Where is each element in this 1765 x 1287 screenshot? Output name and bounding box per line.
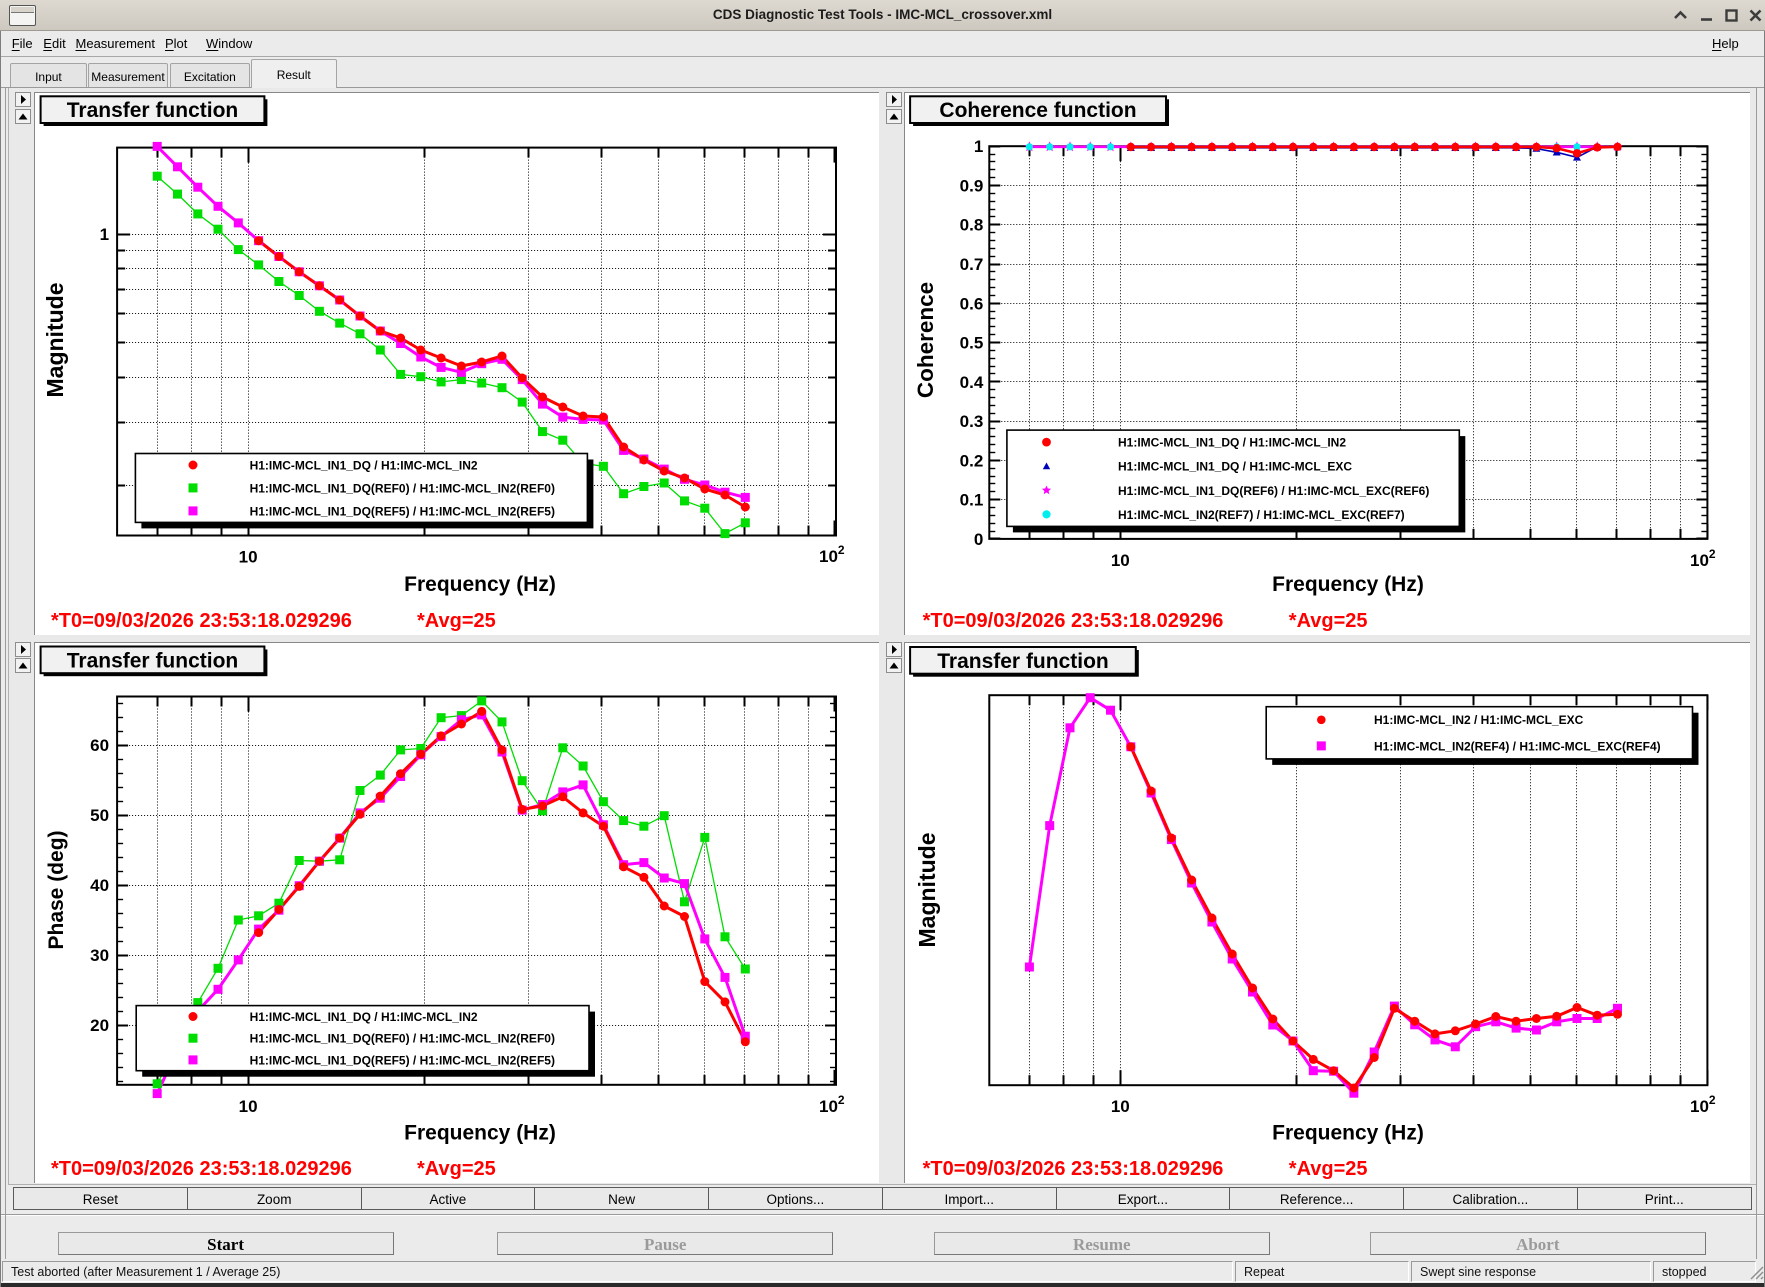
svg-text:Magnitude: Magnitude	[914, 833, 940, 948]
svg-text:102: 102	[819, 1093, 845, 1116]
svg-text:0.4: 0.4	[960, 373, 984, 392]
svg-text:0.9: 0.9	[960, 177, 984, 196]
svg-text:H1:IMC-MCL_IN2(REF7) / H1:IMC-: H1:IMC-MCL_IN2(REF7) / H1:IMC-MCL_EXC(RE…	[1118, 508, 1405, 522]
svg-text:10: 10	[1111, 1097, 1130, 1116]
svg-text:102: 102	[819, 543, 845, 566]
svg-text:*Avg=25: *Avg=25	[1289, 610, 1368, 632]
svg-text:Transfer function: Transfer function	[67, 649, 239, 672]
svg-text:102: 102	[1690, 1093, 1716, 1116]
svg-text:1: 1	[974, 137, 983, 156]
svg-text:H1:IMC-MCL_IN2 / H1:IMC-MCL_EX: H1:IMC-MCL_IN2 / H1:IMC-MCL_EXC	[1374, 713, 1584, 727]
svg-text:H1:IMC-MCL_IN1_DQ(REF0) / H1:I: H1:IMC-MCL_IN1_DQ(REF0) / H1:IMC-MCL_IN2…	[250, 1032, 555, 1046]
svg-text:H1:IMC-MCL_IN1_DQ / H1:IMC-MCL: H1:IMC-MCL_IN1_DQ / H1:IMC-MCL_IN2	[1118, 436, 1346, 450]
svg-text:0.3: 0.3	[960, 412, 984, 431]
svg-text:Frequency (Hz): Frequency (Hz)	[1272, 1122, 1424, 1145]
svg-text:*T0=09/03/2026 23:53:18.029296: *T0=09/03/2026 23:53:18.029296	[51, 610, 352, 632]
svg-text:H1:IMC-MCL_IN1_DQ(REF6) / H1:I: H1:IMC-MCL_IN1_DQ(REF6) / H1:IMC-MCL_EXC…	[1118, 484, 1429, 498]
svg-text:*T0=09/03/2026 23:53:18.029296: *T0=09/03/2026 23:53:18.029296	[923, 610, 1224, 632]
svg-text:10: 10	[239, 1097, 258, 1116]
svg-text:0.5: 0.5	[960, 334, 984, 353]
svg-text:0.6: 0.6	[960, 294, 984, 313]
svg-text:0: 0	[974, 530, 983, 549]
svg-text:*T0=09/03/2026 23:53:18.029296: *T0=09/03/2026 23:53:18.029296	[923, 1158, 1224, 1180]
svg-text:20: 20	[90, 1016, 109, 1035]
svg-text:10: 10	[1111, 551, 1130, 570]
svg-text:50: 50	[90, 806, 109, 825]
svg-text:Phase (deg): Phase (deg)	[45, 830, 68, 949]
svg-text:0.2: 0.2	[960, 451, 984, 470]
svg-text:Frequency (Hz): Frequency (Hz)	[404, 573, 556, 596]
svg-text:10: 10	[239, 548, 258, 567]
svg-text:0.8: 0.8	[960, 216, 984, 235]
svg-text:H1:IMC-MCL_IN1_DQ(REF5) / H1:I: H1:IMC-MCL_IN1_DQ(REF5) / H1:IMC-MCL_IN2…	[250, 504, 555, 518]
svg-text:*Avg=25: *Avg=25	[417, 610, 496, 632]
svg-text:H1:IMC-MCL_IN1_DQ / H1:IMC-MCL: H1:IMC-MCL_IN1_DQ / H1:IMC-MCL_IN2	[250, 1010, 478, 1024]
svg-text:H1:IMC-MCL_IN2(REF4) / H1:IMC-: H1:IMC-MCL_IN2(REF4) / H1:IMC-MCL_EXC(RE…	[1374, 739, 1661, 753]
svg-text:H1:IMC-MCL_IN1_DQ / H1:IMC-MCL: H1:IMC-MCL_IN1_DQ / H1:IMC-MCL_IN2	[250, 459, 478, 473]
svg-text:Transfer function: Transfer function	[937, 650, 1109, 673]
svg-text:*T0=09/03/2026 23:53:18.029296: *T0=09/03/2026 23:53:18.029296	[51, 1158, 352, 1180]
svg-text:Coherence: Coherence	[913, 282, 938, 398]
svg-text:1: 1	[100, 225, 109, 244]
svg-text:Frequency (Hz): Frequency (Hz)	[404, 1122, 556, 1145]
svg-text:Frequency (Hz): Frequency (Hz)	[1272, 573, 1424, 596]
svg-text:H1:IMC-MCL_IN1_DQ / H1:IMC-MCL: H1:IMC-MCL_IN1_DQ / H1:IMC-MCL_EXC	[1118, 460, 1352, 474]
svg-text:*Avg=25: *Avg=25	[417, 1158, 496, 1180]
svg-text:Magnitude: Magnitude	[42, 283, 68, 398]
svg-text:H1:IMC-MCL_IN1_DQ(REF0) / H1:I: H1:IMC-MCL_IN1_DQ(REF0) / H1:IMC-MCL_IN2…	[250, 481, 555, 495]
svg-text:102: 102	[1690, 547, 1716, 570]
svg-text:H1:IMC-MCL_IN1_DQ(REF5) / H1:I: H1:IMC-MCL_IN1_DQ(REF5) / H1:IMC-MCL_IN2…	[250, 1053, 555, 1067]
svg-text:0.7: 0.7	[960, 255, 984, 274]
svg-text:0.1: 0.1	[960, 491, 984, 510]
svg-text:*Avg=25: *Avg=25	[1289, 1158, 1368, 1180]
svg-text:60: 60	[90, 736, 109, 755]
svg-text:30: 30	[90, 946, 109, 965]
svg-text:Transfer function: Transfer function	[67, 99, 239, 122]
svg-text:Coherence function: Coherence function	[939, 99, 1136, 122]
svg-text:40: 40	[90, 876, 109, 895]
